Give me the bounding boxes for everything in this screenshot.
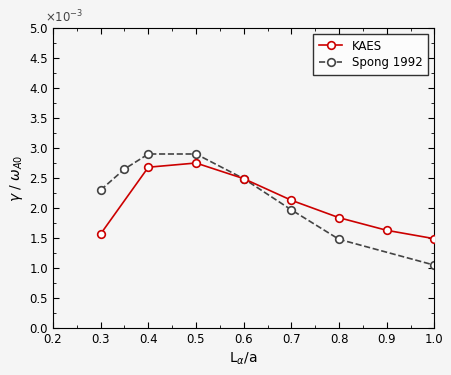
Spong 1992 bbox=[431, 263, 436, 267]
Line: KAES: KAES bbox=[97, 159, 437, 243]
Spong 1992 bbox=[193, 152, 198, 156]
KAES bbox=[240, 176, 246, 181]
KAES bbox=[336, 215, 341, 220]
Spong 1992 bbox=[98, 188, 103, 192]
X-axis label: L$_{\alpha}$/a: L$_{\alpha}$/a bbox=[229, 350, 258, 367]
Line: Spong 1992: Spong 1992 bbox=[97, 150, 437, 269]
KAES bbox=[145, 165, 151, 170]
Spong 1992 bbox=[336, 237, 341, 242]
Spong 1992 bbox=[145, 152, 151, 156]
KAES bbox=[193, 161, 198, 165]
Spong 1992 bbox=[288, 208, 294, 212]
KAES bbox=[98, 232, 103, 236]
KAES bbox=[288, 198, 294, 202]
KAES bbox=[383, 228, 388, 232]
Spong 1992 bbox=[240, 176, 246, 181]
KAES bbox=[431, 237, 436, 241]
Legend: KAES, Spong 1992: KAES, Spong 1992 bbox=[312, 34, 428, 75]
Y-axis label: $\gamma$ / $\omega_{A0}$: $\gamma$ / $\omega_{A0}$ bbox=[8, 154, 25, 202]
Text: $\times$10$^{-3}$: $\times$10$^{-3}$ bbox=[45, 8, 83, 25]
Spong 1992 bbox=[121, 167, 127, 171]
